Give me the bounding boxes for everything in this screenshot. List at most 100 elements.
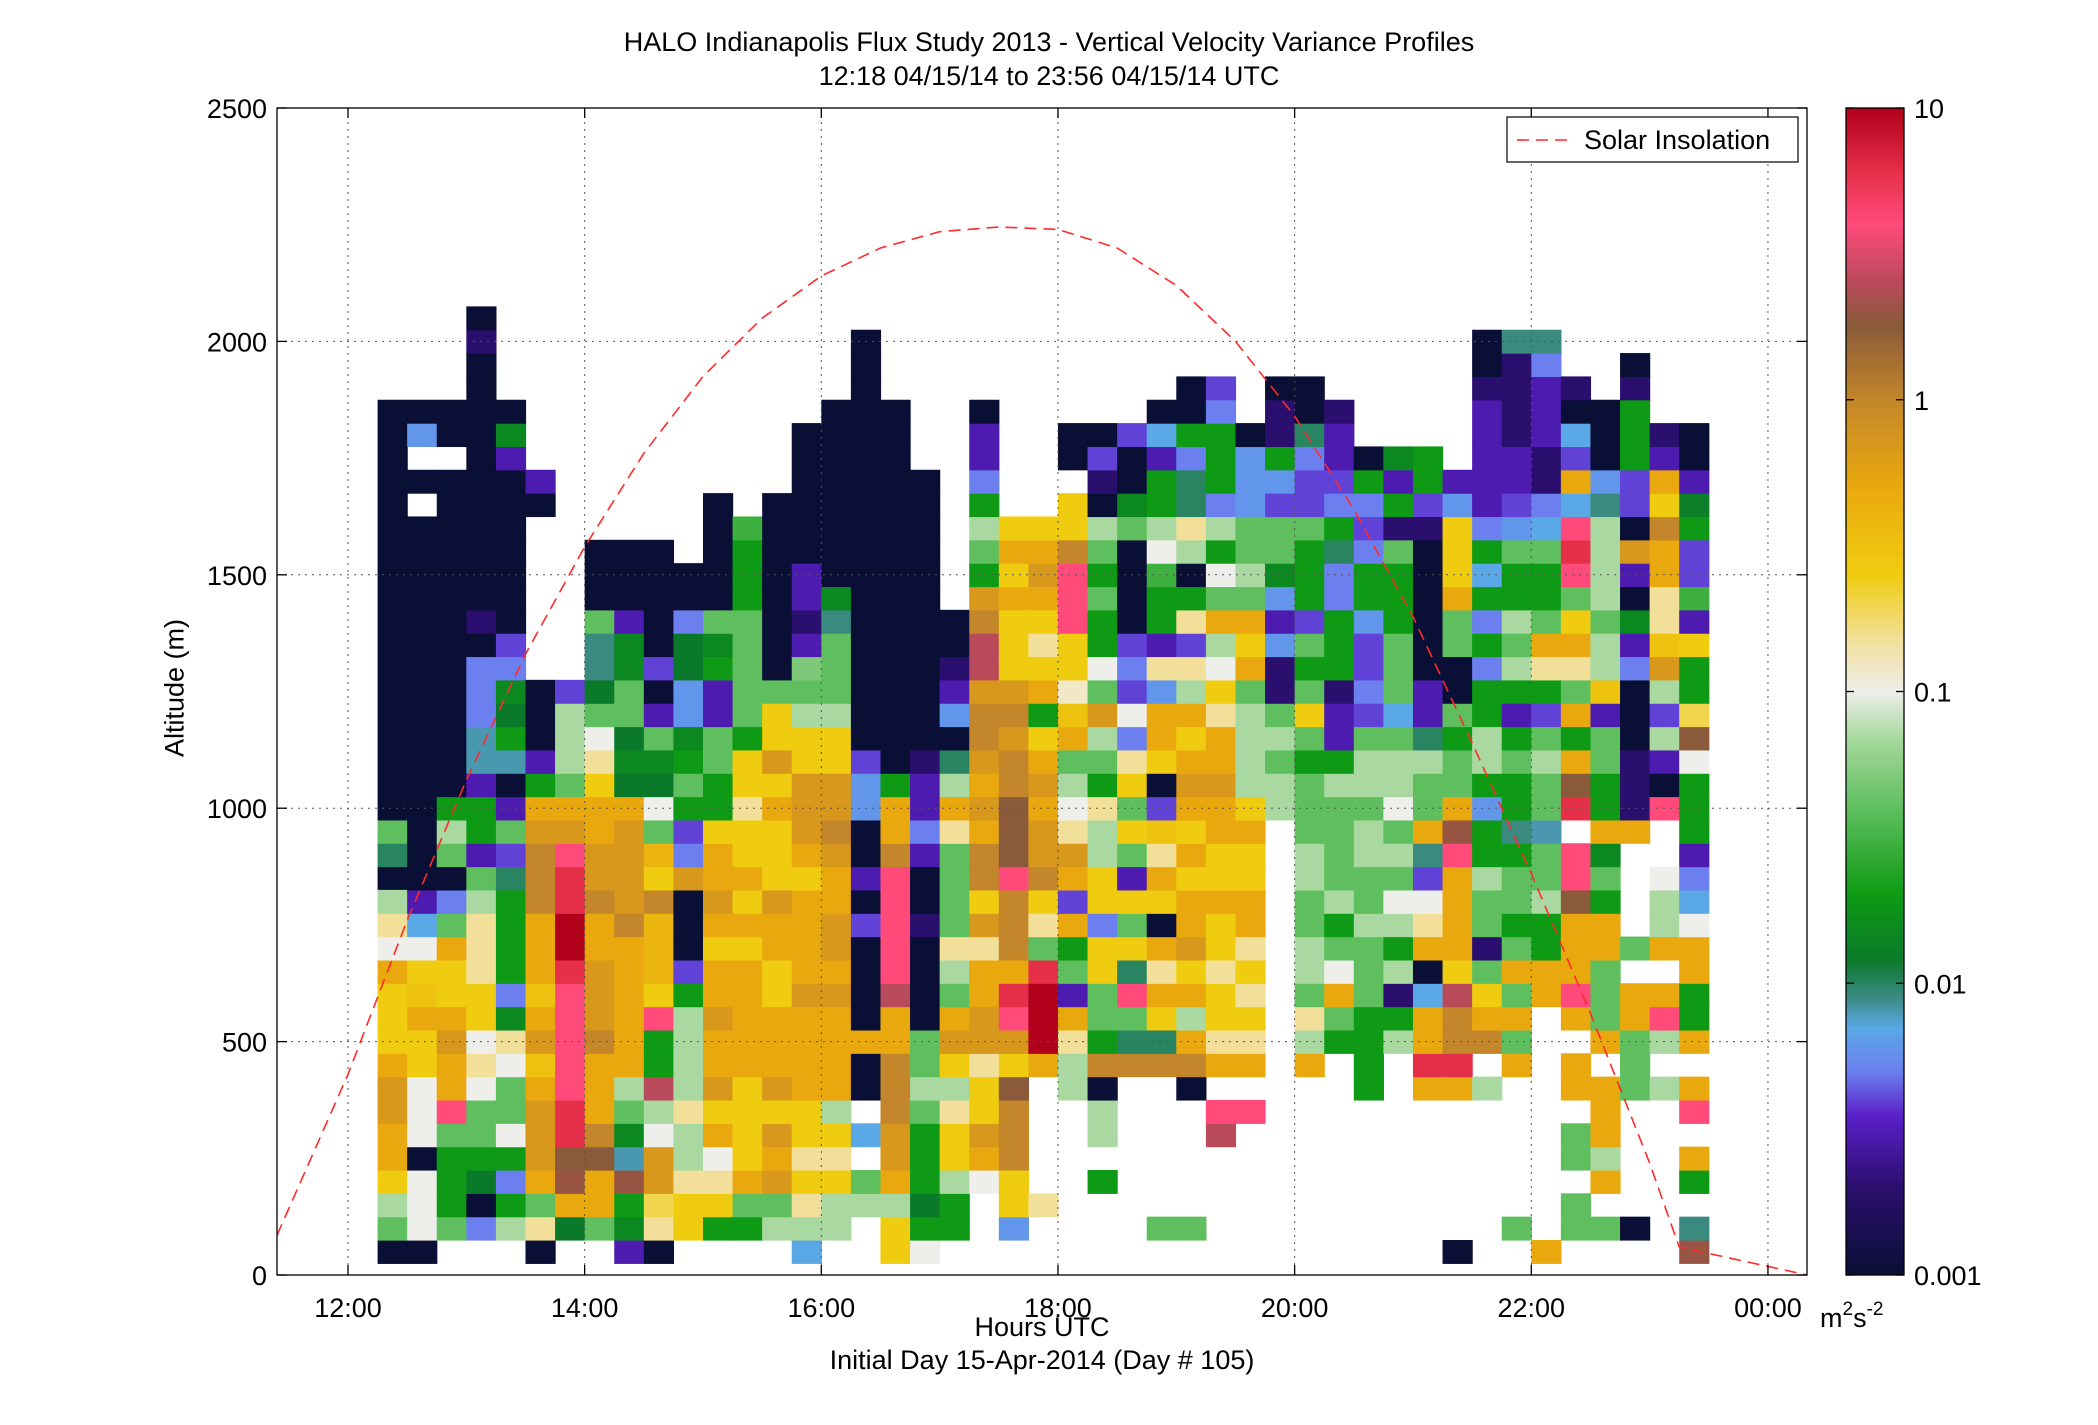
heatmap-cell — [1679, 469, 1710, 494]
heatmap-cell — [821, 1006, 852, 1031]
heatmap-cell — [495, 913, 527, 938]
heatmap-cell — [407, 1123, 438, 1148]
heatmap-cell — [1176, 749, 1207, 774]
heatmap-cell — [1412, 866, 1444, 891]
heatmap-cell — [880, 1006, 911, 1031]
heatmap-cell — [821, 586, 852, 611]
heatmap-cell — [998, 959, 1029, 984]
heatmap-cell — [643, 843, 674, 868]
heatmap-cell — [1501, 959, 1532, 984]
heatmap-cell — [1412, 446, 1444, 471]
heatmap-cell — [584, 633, 615, 658]
heatmap-cell — [821, 1029, 852, 1054]
heatmap-cell — [525, 1076, 556, 1101]
heatmap-cell — [436, 749, 467, 774]
heatmap-cell — [1442, 1053, 1473, 1078]
heatmap-cell — [584, 983, 615, 1008]
heatmap-cell — [525, 1006, 556, 1031]
heatmap-cell — [910, 749, 941, 774]
heatmap-cell — [377, 1076, 408, 1101]
heatmap-cell — [850, 586, 882, 611]
heatmap-cell — [939, 1099, 970, 1124]
heatmap-cell — [1442, 889, 1473, 914]
heatmap-cell — [850, 843, 882, 868]
heatmap-cell — [525, 866, 556, 891]
heatmap-cell — [1501, 353, 1532, 378]
heatmap-cell — [762, 679, 793, 704]
heatmap-cell — [1590, 399, 1621, 424]
heatmap-cell — [525, 749, 556, 774]
heatmap-cell — [850, 399, 882, 424]
heatmap-cell — [1176, 1053, 1207, 1078]
heatmap-cell — [1117, 586, 1148, 611]
heatmap-cell — [1472, 1029, 1503, 1054]
heatmap-cell — [732, 749, 763, 774]
heatmap-cell — [1087, 1076, 1118, 1101]
heatmap-cell — [1590, 423, 1621, 448]
heatmap-cell — [495, 773, 527, 798]
heatmap-cell — [791, 1099, 822, 1124]
heatmap-cell — [466, 516, 497, 541]
heatmap-cell — [1146, 703, 1177, 728]
heatmap-cell — [1294, 959, 1325, 984]
heatmap-cell — [525, 1123, 556, 1148]
heatmap-cell — [1679, 656, 1710, 681]
heatmap-cell — [998, 679, 1029, 704]
heatmap-cell — [1294, 633, 1325, 658]
heatmap-cell — [850, 726, 882, 751]
heatmap-cell — [1472, 329, 1503, 354]
heatmap-cell — [1531, 493, 1562, 518]
heatmap-cell — [1028, 633, 1059, 658]
heatmap-cell — [732, 656, 763, 681]
heatmap-cell — [969, 446, 1000, 471]
heatmap-cell — [1235, 866, 1266, 891]
heatmap-cell — [821, 1216, 852, 1241]
heatmap-cell — [821, 609, 852, 634]
heatmap-cell — [1353, 1006, 1384, 1031]
heatmap-cell — [850, 1006, 882, 1031]
heatmap-cell — [377, 1216, 408, 1241]
heatmap-cell — [1560, 913, 1592, 938]
heatmap-cell — [584, 726, 615, 751]
heatmap-cell — [1383, 586, 1414, 611]
heatmap-cell — [998, 1006, 1029, 1031]
heatmap-cell — [584, 773, 615, 798]
heatmap-cell — [1146, 866, 1177, 891]
heatmap-cell — [939, 609, 970, 634]
heatmap-cell — [377, 749, 408, 774]
heatmap-cell — [1590, 1076, 1621, 1101]
heatmap-cell — [1383, 913, 1414, 938]
heatmap-cell — [821, 656, 852, 681]
heatmap-cell — [1294, 1006, 1325, 1031]
heatmap-cell — [1383, 726, 1414, 751]
heatmap-cell — [910, 1099, 941, 1124]
heatmap-cell — [1057, 913, 1089, 938]
heatmap-cell — [1087, 539, 1118, 564]
heatmap-cell — [702, 633, 734, 658]
heatmap-cell — [1324, 866, 1355, 891]
heatmap-cell — [1353, 609, 1384, 634]
heatmap-cell — [584, 1123, 615, 1148]
heatmap-cell — [880, 819, 911, 844]
heatmap-cell — [1649, 469, 1680, 494]
heatmap-cell — [702, 866, 734, 891]
heatmap-cell — [1324, 423, 1355, 448]
heatmap-cell — [998, 703, 1029, 728]
heatmap-cell — [1501, 539, 1532, 564]
heatmap-cell — [880, 1029, 911, 1054]
heatmap-cell — [1176, 679, 1207, 704]
heatmap-cell — [910, 1216, 941, 1241]
heatmap-cell — [821, 469, 852, 494]
heatmap-cell — [1353, 493, 1384, 518]
heatmap-cell — [1324, 843, 1355, 868]
heatmap-cell — [1087, 609, 1118, 634]
heatmap-cell — [584, 1076, 615, 1101]
heatmap-cell — [673, 1006, 704, 1031]
heatmap-cell — [791, 1146, 822, 1171]
heatmap-cell — [1679, 1146, 1710, 1171]
heatmap-cell — [1383, 469, 1414, 494]
heatmap-cell — [1442, 913, 1473, 938]
heatmap-cell — [1472, 703, 1503, 728]
heatmap-cell — [1501, 983, 1532, 1008]
heatmap-cell — [1176, 889, 1207, 914]
